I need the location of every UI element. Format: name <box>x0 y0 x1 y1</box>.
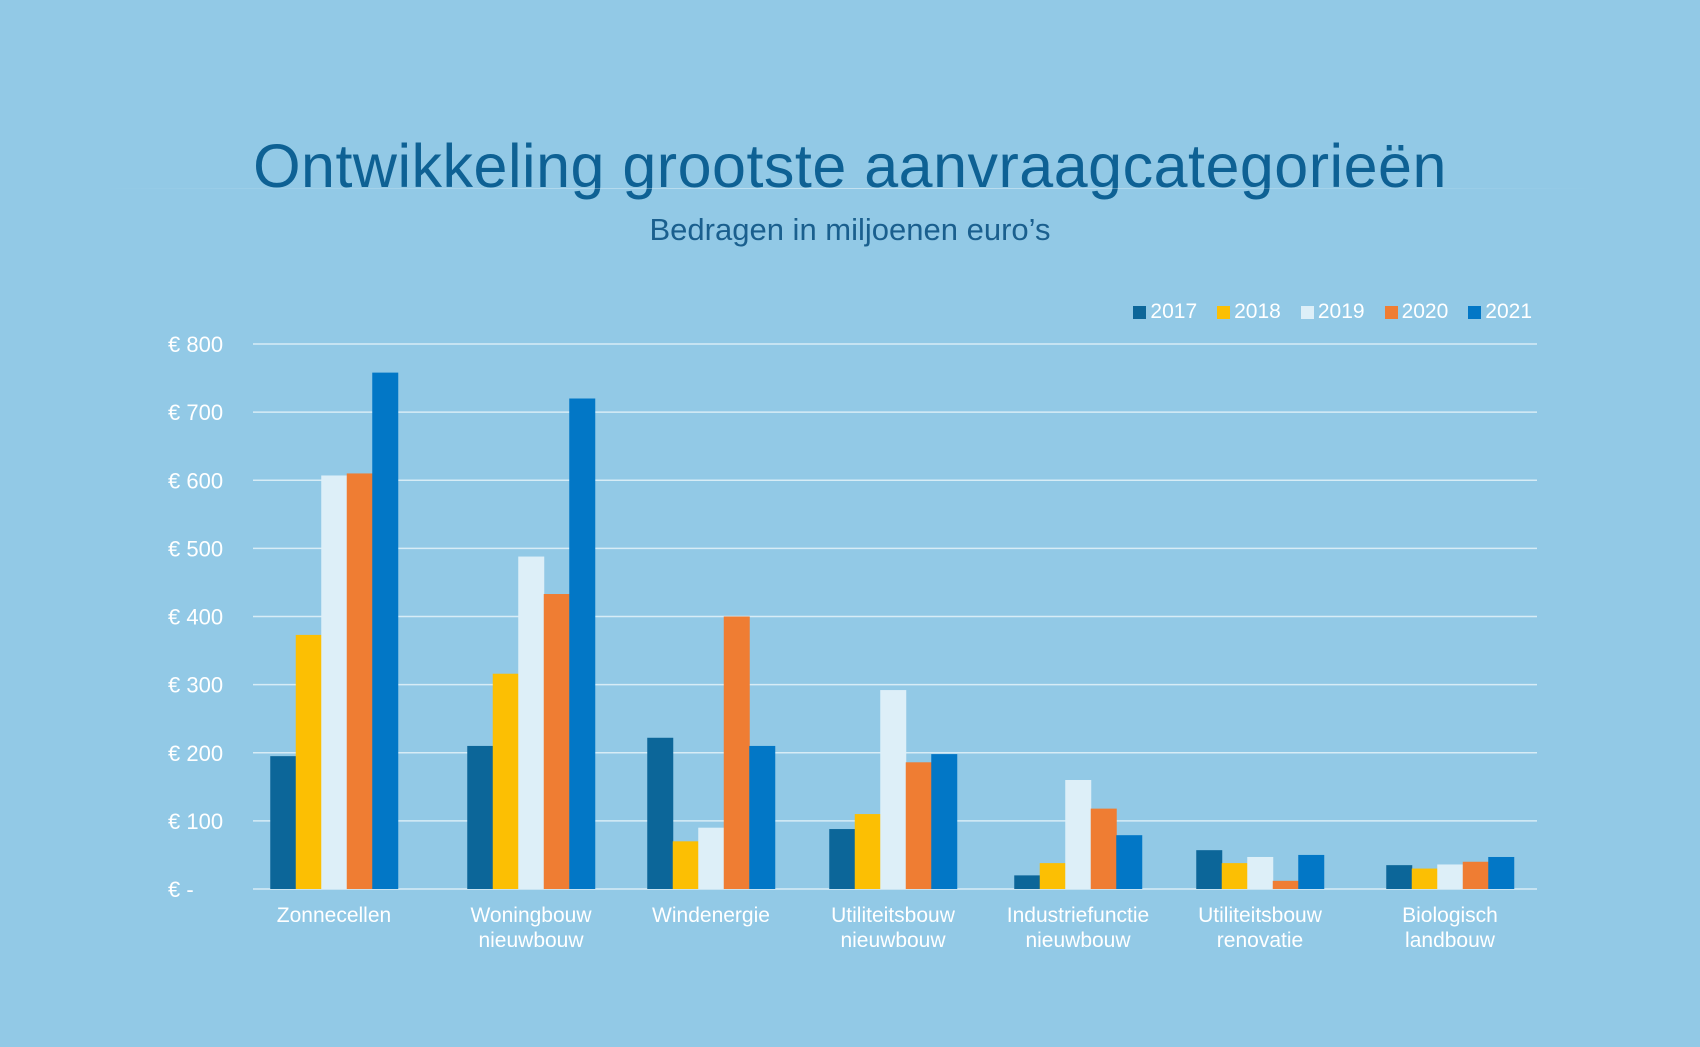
bar-2018 <box>1039 863 1066 889</box>
legend-item-2021: 2021 <box>1468 299 1532 325</box>
y-tick-label: € 200 <box>168 741 223 766</box>
bar-2019 <box>321 475 348 889</box>
bar-2017 <box>1014 875 1041 889</box>
y-axis-ticks: € - € 100 € 200 € 300 € 400 € 500 € 600 € 700 € … <box>168 332 223 902</box>
bar-2021 <box>1298 854 1325 889</box>
legend-swatch-2018 <box>1217 305 1231 319</box>
bar-2021 <box>1488 856 1515 889</box>
x-tick-label: Windenergie <box>652 904 770 927</box>
bar-2020 <box>1462 861 1489 889</box>
y-tick-label: € 500 <box>168 536 223 561</box>
y-tick-label: € 600 <box>168 468 223 493</box>
bar-2021 <box>569 398 596 889</box>
bar-2017 <box>467 745 494 889</box>
bar-2021 <box>1116 835 1143 889</box>
y-tick-label: € 800 <box>168 332 223 357</box>
bar-2018 <box>295 634 322 889</box>
bar-2020 <box>1090 808 1117 889</box>
x-tick-label: Biologisch landbouw <box>1402 904 1498 952</box>
legend-label-2017: 2017 <box>1150 300 1198 323</box>
y-tick-label: € 700 <box>168 400 223 425</box>
y-tick-label: € 300 <box>168 673 223 698</box>
bar-2018 <box>1221 863 1248 889</box>
bar-2017 <box>1196 850 1223 889</box>
legend-item-2017: 2017 <box>1133 299 1197 325</box>
bar-2019 <box>880 690 907 889</box>
legend: 2017 2018 2019 2020 2021 <box>1133 299 1532 325</box>
legend-swatch-2019 <box>1300 305 1314 319</box>
bar-2019 <box>1247 856 1274 889</box>
legend-item-2018: 2018 <box>1217 299 1281 325</box>
x-axis-labels: Zonnecellen Woningbouw nieuwbouw Windenergi… <box>277 904 1498 952</box>
bar-2017 <box>829 829 856 889</box>
bar-2021 <box>931 754 958 889</box>
bar-2018 <box>672 841 699 889</box>
bar-2021 <box>749 745 776 889</box>
legend-item-2020: 2020 <box>1384 299 1449 325</box>
chart-title: Ontwikkeling grootste aanvraagcategorieë… <box>253 132 1447 200</box>
y-tick-label: € 100 <box>168 809 223 834</box>
x-tick-label: Industriefunctie nieuwbouw <box>1007 904 1149 952</box>
legend-item-2019: 2019 <box>1300 299 1365 325</box>
bars <box>270 372 1515 889</box>
x-tick-label: Utiliteitsbouw renovatie <box>1198 904 1323 952</box>
bar-2019 <box>518 556 545 889</box>
legend-label-2019: 2019 <box>1317 300 1365 323</box>
bar-2017 <box>1386 865 1413 889</box>
bar-2020 <box>905 762 932 889</box>
y-tick-label: € - <box>168 877 194 902</box>
bar-2020 <box>543 594 570 889</box>
bar-2020 <box>346 473 373 889</box>
bar-2019 <box>1065 780 1092 889</box>
y-tick-label: € 400 <box>168 605 223 630</box>
x-tick-label: Zonnecellen <box>277 904 391 927</box>
legend-swatch-2020 <box>1384 305 1398 319</box>
legend-label-2018: 2018 <box>1234 300 1281 323</box>
bar-2018 <box>1411 868 1438 889</box>
bar-2018 <box>854 814 881 889</box>
bar-2020 <box>723 616 750 889</box>
bar-2018 <box>492 673 519 889</box>
title-underline <box>100 188 1600 189</box>
bar-2021 <box>372 372 399 889</box>
x-tick-label: Woningbouw nieuwbouw <box>470 904 592 952</box>
legend-label-2020: 2020 <box>1401 300 1449 323</box>
bar-2019 <box>1437 864 1464 889</box>
legend-swatch-2021 <box>1468 305 1482 319</box>
chart-subtitle: Bedragen in miljoenen euro’s <box>649 212 1051 247</box>
x-tick-label: Utiliteitsbouw nieuwbouw <box>831 904 956 952</box>
bar-2019 <box>698 827 725 889</box>
bar-2017 <box>647 737 674 889</box>
legend-label-2021: 2021 <box>1485 300 1532 323</box>
legend-swatch-2017 <box>1133 305 1147 319</box>
bar-2020 <box>1272 880 1299 889</box>
bar-2017 <box>270 756 297 889</box>
